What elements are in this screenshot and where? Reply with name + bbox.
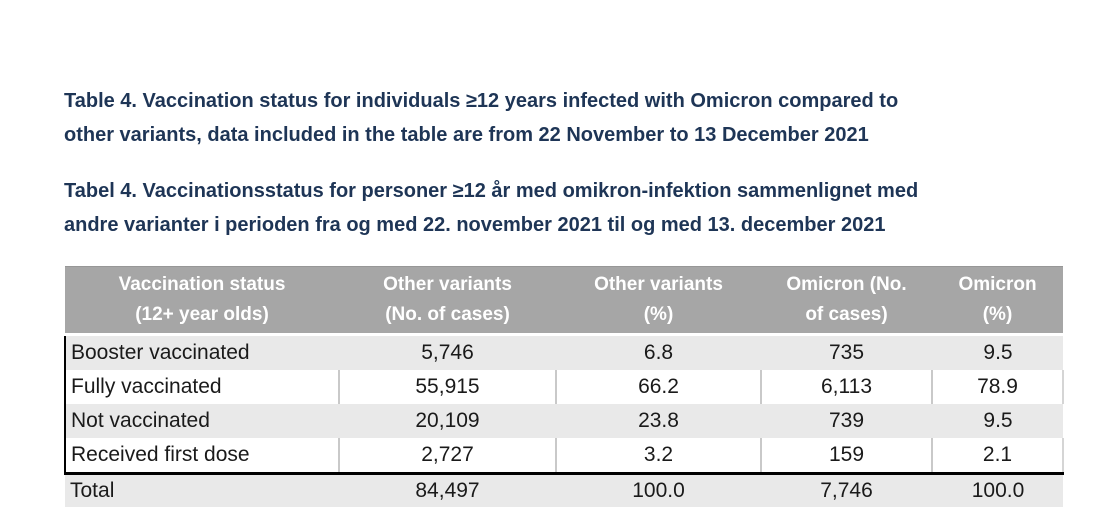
cell-other-variants-pct: 23.8: [555, 404, 761, 438]
table-title-danish-line1: Tabel 4. Vaccinationsstatus for personer…: [64, 180, 919, 202]
row-label: Received first dose: [64, 438, 339, 474]
cell-omicron-pct: 100.0: [931, 472, 1063, 507]
cell-omicron-cases: 7,746: [760, 472, 932, 507]
column-header-line: Vaccination status: [118, 274, 286, 295]
column-header-other-variants-pct: Other variants (%): [556, 266, 761, 336]
table-title-english-line1: Table 4. Vaccination status for individu…: [64, 90, 899, 112]
table-row-not-vaccinated: Not vaccinated 20,109 23.8 739 9.5: [64, 404, 1063, 438]
cell-other-variants-cases: 2,727: [338, 438, 556, 474]
row-label: Total: [65, 472, 339, 507]
column-header-line: Omicron (No.: [786, 274, 907, 295]
cell-other-variants-cases: 55,915: [338, 370, 556, 404]
column-header-vaccination-status: Vaccination status (12+ year olds): [65, 266, 339, 336]
cell-other-variants-pct: 6.8: [555, 334, 761, 370]
table-row-fully-vaccinated: Fully vaccinated 55,915 66.2 6,113 78.9: [64, 370, 1064, 404]
vaccination-status-table: Vaccination status (12+ year olds) Other…: [64, 266, 1064, 507]
column-header-line: (No. of cases): [385, 304, 510, 325]
table-row-total: Total 84,497 100.0 7,746 100.0: [65, 472, 1063, 507]
row-label: Booster vaccinated: [64, 334, 339, 370]
cell-other-variants-cases: 84,497: [338, 472, 556, 507]
column-header-line: (%): [982, 304, 1013, 325]
column-header-line: Omicron: [958, 274, 1037, 295]
cell-omicron-pct: 78.9: [931, 370, 1064, 404]
row-label: Not vaccinated: [64, 404, 339, 438]
column-header-line: (%): [643, 304, 674, 325]
table-row-received-first-dose: Received first dose 2,727 3.2 159 2.1: [64, 438, 1064, 474]
column-header-line: Other variants: [383, 274, 512, 295]
cell-other-variants-cases: 5,746: [338, 334, 556, 370]
cell-omicron-cases: 159: [760, 438, 932, 474]
cell-omicron-cases: 6,113: [760, 370, 932, 404]
column-header-other-variants-cases: Other variants (No. of cases): [339, 266, 556, 336]
cell-omicron-pct: 2.1: [931, 438, 1064, 474]
table-header-row: Vaccination status (12+ year olds) Other…: [65, 266, 1063, 336]
cell-other-variants-pct: 3.2: [555, 438, 761, 474]
table-title-english-line2: other variants, data included in the tab…: [64, 124, 869, 146]
table-row-booster-vaccinated: Booster vaccinated 5,746 6.8 735 9.5: [64, 334, 1063, 370]
column-header-line: Other variants: [594, 274, 723, 295]
column-header-omicron-cases: Omicron (No. of cases): [761, 266, 932, 336]
cell-other-variants-pct: 100.0: [555, 472, 761, 507]
cell-omicron-pct: 9.5: [931, 334, 1063, 370]
cell-omicron-pct: 9.5: [931, 404, 1063, 438]
table-title-english: Table 4. Vaccination status for individu…: [64, 84, 1064, 152]
table-title-danish-line2: andre varianter i perioden fra og med 22…: [64, 214, 886, 236]
cell-other-variants-pct: 66.2: [555, 370, 761, 404]
cell-omicron-cases: 735: [760, 334, 932, 370]
cell-omicron-cases: 739: [760, 404, 932, 438]
column-header-omicron-pct: Omicron (%): [932, 266, 1063, 336]
column-header-line: (12+ year olds): [135, 304, 269, 325]
cell-other-variants-cases: 20,109: [338, 404, 556, 438]
row-label: Fully vaccinated: [64, 370, 339, 404]
table-title-danish: Tabel 4. Vaccinationsstatus for personer…: [64, 174, 1064, 242]
column-header-line: of cases): [805, 304, 888, 325]
